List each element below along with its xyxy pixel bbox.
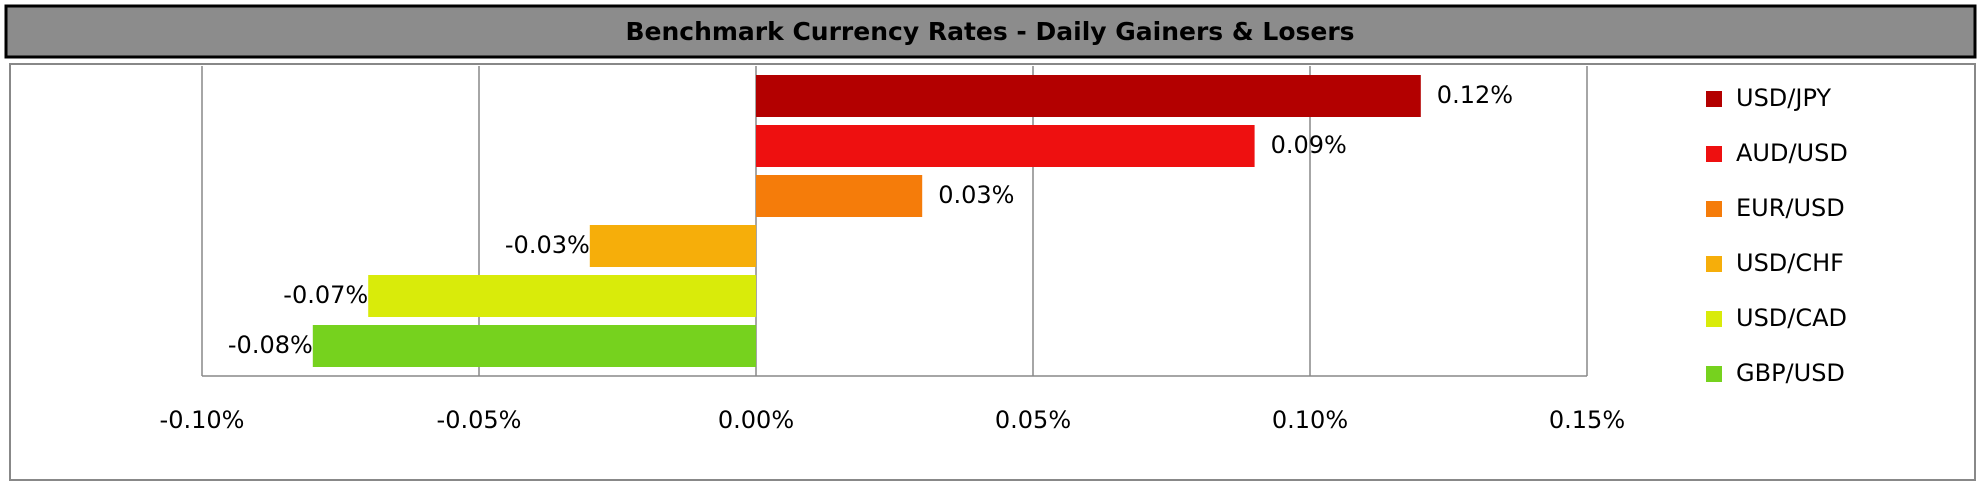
value-label: -0.07% [283, 281, 368, 309]
title-bar [4, 4, 1977, 59]
legend-swatch [1706, 91, 1722, 107]
legend-label: USD/CHF [1736, 249, 1844, 277]
bar [368, 275, 756, 317]
legend-label: AUD/USD [1736, 139, 1848, 167]
bar [756, 75, 1421, 117]
legend-label: GBP/USD [1736, 359, 1845, 387]
x-tick-label: 0.00% [718, 406, 794, 434]
bar [312, 325, 756, 367]
x-tick-label: -0.05% [437, 406, 522, 434]
x-tick-label: 0.05% [995, 406, 1071, 434]
bar [756, 175, 923, 217]
x-tick-label: 0.15% [1549, 406, 1625, 434]
x-tick-label: 0.10% [1272, 406, 1348, 434]
legend-swatch [1706, 146, 1722, 162]
legend-swatch [1706, 366, 1722, 382]
bar [589, 225, 756, 267]
legend-swatch [1706, 201, 1722, 217]
legend-swatch [1706, 256, 1722, 272]
value-label: 0.03% [938, 181, 1014, 209]
value-label: -0.08% [228, 331, 313, 359]
value-label: -0.03% [505, 231, 590, 259]
value-label: 0.09% [1271, 131, 1347, 159]
bar [756, 125, 1255, 167]
legend-label: EUR/USD [1736, 194, 1845, 222]
value-label: 0.12% [1437, 81, 1513, 109]
x-tick-label: -0.10% [160, 406, 245, 434]
legend-swatch [1706, 311, 1722, 327]
legend-label: USD/CAD [1736, 304, 1847, 332]
chart-title: Benchmark Currency Rates - Daily Gainers… [625, 17, 1354, 46]
legend-label: USD/JPY [1736, 84, 1831, 112]
